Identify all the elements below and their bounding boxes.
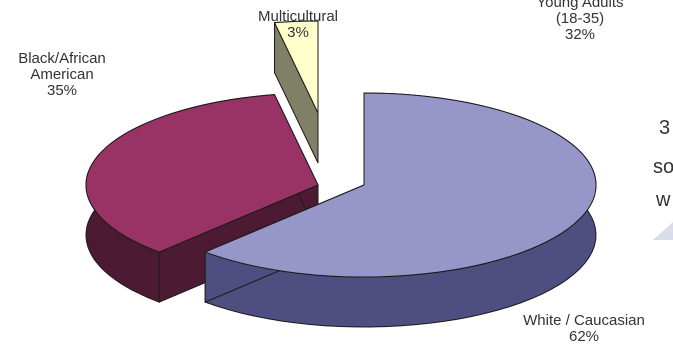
text-fragment-3: w: [656, 189, 671, 211]
label-white-name: White / Caucasian: [523, 312, 645, 329]
label-black-name-line1: Black/African: [18, 50, 106, 67]
label-black-name-line2: American: [30, 66, 94, 83]
label-black-african-american: Black/African American 35%: [0, 51, 124, 99]
label-young-adults: Young Adults (18-35) 32%: [505, 0, 655, 43]
pie-slice: [203, 92, 597, 328]
label-multicultural-name: Multicultural: [257, 8, 339, 25]
text-fragment-2: so: [653, 156, 673, 178]
label-multicultural: Multicultural 3%: [238, 9, 358, 41]
label-white-caucasian: White / Caucasian 62%: [500, 313, 668, 345]
text-fragment-1: 3: [659, 117, 671, 139]
label-young-adults-name: Young Adults: [536, 0, 624, 11]
label-multicultural-pct: 3%: [287, 24, 309, 41]
pie-slice-top: [203, 92, 597, 278]
label-white-pct: 62%: [568, 328, 600, 345]
decorative-triangle: [653, 222, 673, 240]
label-young-adults-pct: 32%: [564, 26, 596, 43]
label-young-adults-range: (18-35): [555, 10, 605, 27]
pie-slice-top: [85, 94, 319, 253]
label-black-pct: 35%: [46, 82, 78, 99]
pie-slice: [273, 20, 319, 164]
pie-slice-top: [273, 20, 319, 114]
